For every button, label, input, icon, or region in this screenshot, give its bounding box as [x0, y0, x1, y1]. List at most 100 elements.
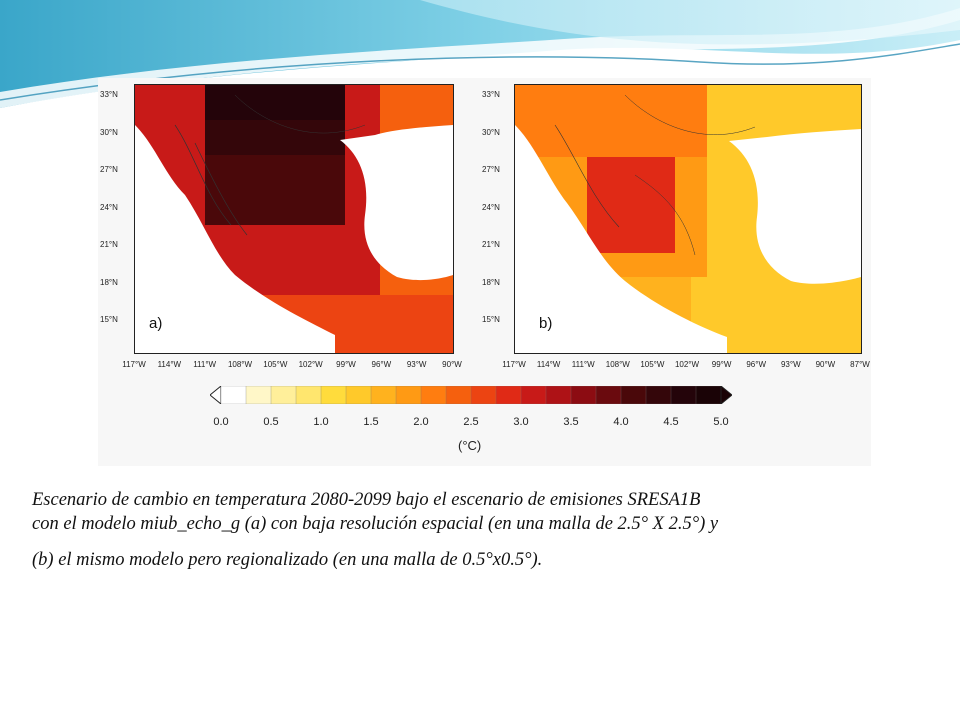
map-grid-cell: [739, 101, 748, 110]
map-grid-cell: [747, 293, 756, 302]
map-grid-cell: [555, 181, 564, 190]
map-grid-cell: [699, 269, 708, 278]
colorbar-tick-label: 1.5: [363, 416, 379, 428]
latitude-tick-label: 18°N: [482, 277, 500, 287]
map-grid-cell: [571, 205, 580, 214]
map-grid-cell: [691, 93, 700, 102]
map-grid-cell: [611, 253, 620, 262]
colorbar-bin: [595, 386, 622, 404]
map-grid-cell: [819, 93, 828, 102]
map-grid-cell: [819, 301, 828, 310]
map-grid-cell: [635, 165, 644, 174]
map-grid-cell: [795, 341, 804, 350]
map-grid-cell: [731, 269, 740, 278]
map-grid-cell: [763, 325, 772, 334]
map-grid-cell: [555, 133, 564, 142]
map-grid-cell: [747, 101, 756, 110]
map-grid-cell: [659, 173, 668, 182]
map-grid-cell: [515, 109, 524, 118]
map-grid-cell: [715, 301, 724, 310]
map-grid-cell: [699, 101, 708, 110]
map-grid-cell: [699, 93, 708, 102]
map-grid-cell: [699, 213, 708, 222]
map-grid-cell: [699, 117, 708, 126]
map-grid-cell: [747, 93, 756, 102]
map-grid-cell: [739, 93, 748, 102]
longitude-tick-label: 99°W: [336, 360, 356, 369]
map-grid-cell: [827, 125, 836, 134]
map-grid-cell: [619, 261, 628, 270]
map-grid-cell: [747, 125, 756, 134]
map-grid-cell: [310, 120, 346, 156]
map-grid-cell: [675, 141, 684, 150]
map-grid-cell: [643, 125, 652, 134]
map-grid-cell: [811, 349, 820, 353]
map-grid-cell: [659, 205, 668, 214]
map-grid-cell: [691, 221, 700, 230]
map-grid-cell: [699, 85, 708, 94]
map-grid-cell: [747, 205, 756, 214]
map-grid-cell: [819, 309, 828, 318]
map-grid-cell: [715, 237, 724, 246]
map-grid-cell: [450, 330, 453, 353]
map-grid-cell: [675, 93, 684, 102]
map-grid-cell: [651, 213, 660, 222]
map-grid-cell: [170, 85, 206, 121]
map-grid-cell: [531, 133, 540, 142]
map-grid-cell: [795, 93, 804, 102]
map-grid-cell: [779, 277, 788, 286]
map-grid-cell: [619, 189, 628, 198]
map-grid-cell: [819, 109, 828, 118]
map-grid-cell: [843, 333, 852, 342]
map-grid-cell: [651, 109, 660, 118]
map-grid-cell: [571, 125, 580, 134]
latitude-tick-label: 21°N: [482, 240, 500, 249]
map-grid-cell: [731, 293, 740, 302]
map-grid-cell: [707, 309, 716, 318]
map-grid-cell: [563, 173, 572, 182]
map-grid-cell: [699, 149, 708, 158]
map-grid-cell: [755, 109, 764, 118]
map-grid-cell: [811, 125, 820, 134]
map-grid-cell: [627, 157, 636, 166]
longitude-tick-label: 87°W: [850, 360, 870, 369]
longitude-tick-label: 96°W: [746, 360, 767, 369]
map-grid-cell: [707, 277, 716, 286]
map-grid-cell: [787, 285, 796, 294]
map-grid-cell: [707, 317, 716, 326]
map-grid-cell: [659, 197, 668, 206]
map-grid-cell: [627, 173, 636, 182]
map-grid-cell: [643, 101, 652, 110]
map-grid-cell: [763, 301, 772, 310]
map-grid-cell: [827, 101, 836, 110]
map-grid-cell: [563, 149, 572, 158]
map-grid-cell: [523, 125, 532, 134]
latitude-tick-label: 30°N: [482, 127, 500, 137]
map-grid-cell: [643, 133, 652, 142]
map-grid-cell: [755, 285, 764, 294]
map-grid-cell: [635, 253, 644, 262]
map-grid-cell: [723, 125, 732, 134]
longitude-tick-label: 111°W: [193, 360, 217, 369]
map-grid-cell: [699, 237, 708, 246]
map-grid-cell: [723, 253, 732, 262]
map-grid-cell: [731, 325, 740, 334]
colorbar-extend-high: [720, 386, 732, 404]
map-grid-cell: [635, 101, 644, 110]
map-grid-cell: [643, 197, 652, 206]
map-grid-cell: [563, 165, 572, 174]
map-grid-cell: [819, 317, 828, 326]
map-grid-cell: [699, 285, 708, 294]
map-grid-cell: [450, 85, 453, 121]
map-grid-cell: [555, 85, 564, 94]
map-grid-cell: [859, 109, 861, 118]
map-grid-cell: [747, 333, 756, 342]
map-grid-cell: [547, 149, 556, 158]
map-grid-cell: [675, 189, 684, 198]
map-grid-cell: [563, 85, 572, 94]
map-grid-cell: [763, 101, 772, 110]
map-grid-cell: [659, 93, 668, 102]
map-grid-cell: [683, 269, 692, 278]
map-grid-cell: [747, 181, 756, 190]
map-grid-cell: [563, 189, 572, 198]
